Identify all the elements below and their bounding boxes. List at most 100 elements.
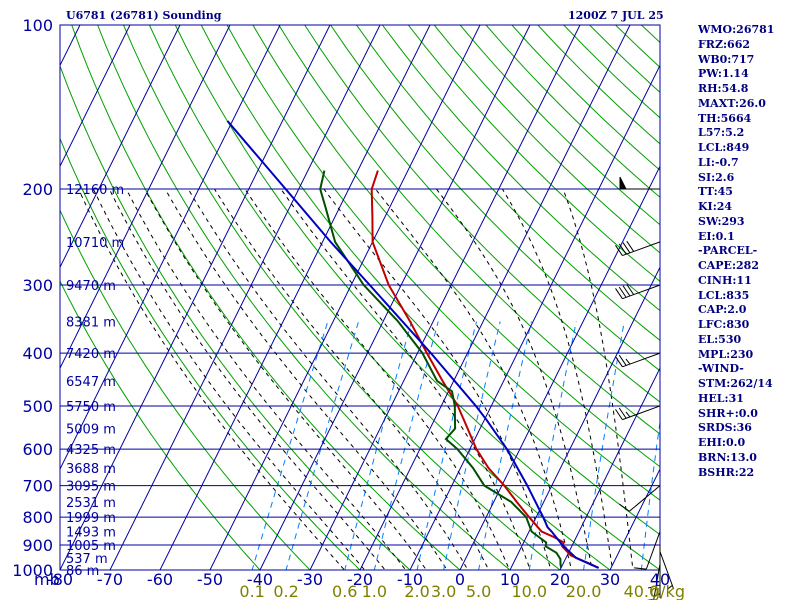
height-label: 4325 m [66,443,116,458]
moist-adiabat [164,188,448,570]
barb-feather [615,245,623,256]
dry-adiabat [148,25,611,570]
index-line: SI:2.6 [698,170,735,184]
isotherm [509,266,660,570]
dry-adiabat [330,25,660,372]
height-label: 1005 m [66,539,116,554]
barb-staff [629,485,661,512]
temperature-tick-label: -60 [147,570,173,589]
index-line: SRDS:36 [698,421,752,435]
moist-adiabat [187,188,469,570]
index-line: FRZ:662 [698,37,751,51]
wind-barbs [615,176,675,600]
dry-adiabat [226,25,660,501]
isotherm [60,25,231,370]
height-label: 537 m [66,552,108,567]
wind-barb [633,531,661,570]
wind-barb [659,551,675,590]
moist-adiabat [562,188,634,570]
dry-adiabat [304,25,660,403]
index-line: SHR+:0.0 [698,406,758,420]
height-label: 1493 m [66,526,116,541]
barb-staff [659,551,675,590]
wind-barb [615,240,661,257]
temperature-tick-label: -40 [247,570,273,589]
barb-feather [618,407,627,419]
dry-adiabat [356,25,660,342]
dry-adiabat [278,25,660,435]
index-line: WMO:26781 [698,23,775,36]
pressure-tick-label: 400 [22,344,53,363]
barb-staff [622,241,661,257]
grid-clip-group [60,25,660,570]
isotherm [60,25,331,570]
temperature-tick-label: -80 [47,570,73,589]
height-label: 8381 m [66,316,116,331]
temperature-tick-label: -70 [97,570,123,589]
index-line: WB0:717 [698,52,755,66]
barb-feather [615,356,623,368]
wind-barb [615,405,661,421]
barb-feather [622,242,631,254]
moist-adiabat [125,188,407,570]
index-line: LI:-0.7 [698,155,739,169]
height-label: 9470 m [66,279,116,294]
barb-feather [622,285,631,297]
wind-barb [619,176,660,190]
height-label: 3688 m [66,462,116,477]
dry-adiabat [200,25,660,536]
isotherm [60,25,181,269]
index-line: HEL:31 [698,391,744,405]
height-label: 3095 m [66,480,116,495]
height-label: 10710 m [66,236,124,251]
moist-adiabat [501,188,614,570]
dry-adiabat [123,25,561,570]
isotherm [459,165,660,570]
height-label: 6547 m [66,375,116,390]
moist-adiabat [108,188,386,570]
mixing-ratio-unit-label: g/kg [650,582,685,600]
moist-adiabat [214,188,490,570]
moist-adiabat [78,188,345,570]
isotherm [159,25,431,570]
index-line: EI:0.1 [698,229,735,243]
index-line: -WIND- [698,362,744,376]
index-line: CAP:2.0 [698,303,747,317]
barb-staff [622,405,661,421]
index-line: CAPE:282 [698,259,759,272]
index-line: PW:1.14 [698,67,749,81]
mixing-ratio-label: 0.1 [239,582,264,600]
parcel-trace [226,120,600,569]
barb-feather [619,503,630,512]
sounding-time: 1200Z 7 JUL 25 [568,9,664,22]
isotherm [209,25,481,570]
barb-feather [618,243,627,255]
index-line: EL:530 [698,332,742,346]
barb-staff [653,563,661,600]
wind-barb [615,284,661,300]
temperature-tick-label: -20 [347,570,373,589]
index-line: BRN:13.0 [698,450,757,464]
barb-feather [626,240,635,252]
mixing-ratio-line [640,418,660,570]
mixing-ratio-label: 5.0 [466,582,491,600]
temperature-trace [370,170,600,569]
isotherm [309,25,581,570]
mixing-ratio-line [373,321,439,570]
mixing-ratio-label: 3.0 [431,582,456,600]
index-line: LCL:849 [698,141,750,154]
barb-feather [647,584,661,589]
barb-half-feather [625,358,631,365]
temperature-tick-label: 0 [455,570,465,589]
barb-feather [618,286,627,298]
temperature-tick-label: -50 [197,570,223,589]
wind-barb [615,352,661,368]
moist-adiabat [436,188,593,570]
isotherm [60,25,131,168]
dry-adiabat [60,137,361,570]
pressure-tick-label: 1000 [12,561,53,580]
height-label: 7420 m [66,347,116,362]
temperature-tick-label: -10 [397,570,423,589]
moist-adiabat [92,188,366,570]
